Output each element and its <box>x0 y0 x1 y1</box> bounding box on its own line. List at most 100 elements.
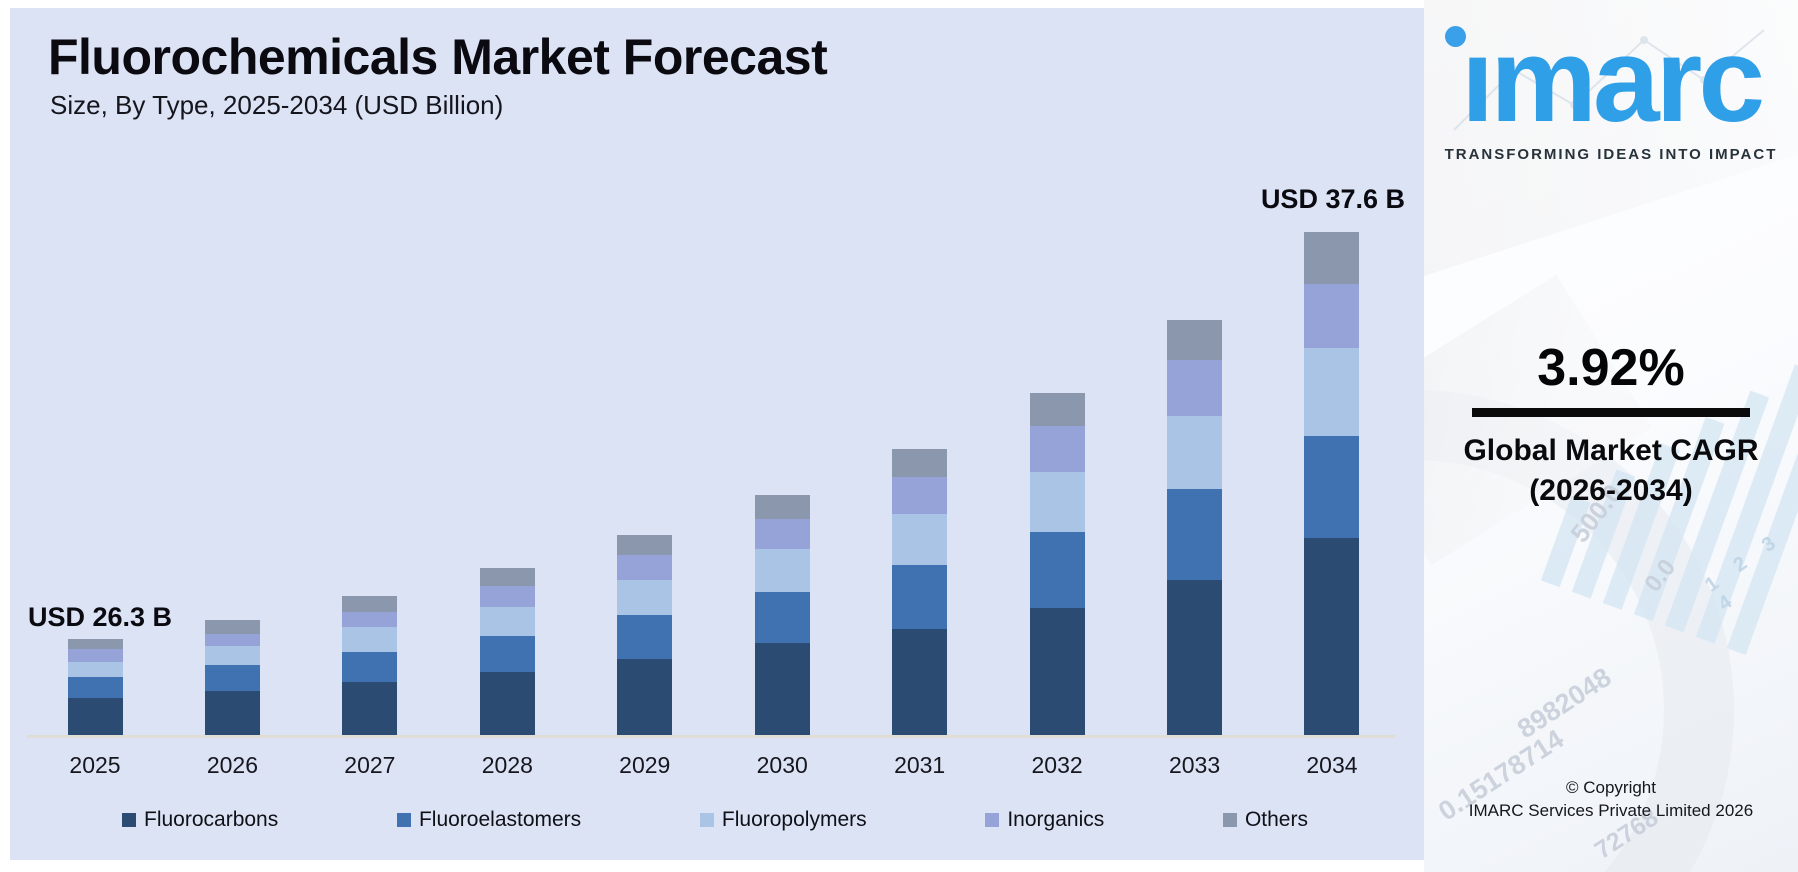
segment-fluoroelastomers-2028 <box>479 636 535 672</box>
segment-fluoroelastomers-2031 <box>892 565 948 629</box>
segment-fluoroelastomers-2030 <box>754 592 810 643</box>
segment-fluorocarbons-2025 <box>67 698 123 735</box>
legend-label: Fluoropolymers <box>721 808 867 831</box>
bars-container <box>10 8 1424 735</box>
segment-others-2029 <box>617 535 673 555</box>
x-label-2034: 2034 <box>1306 752 1358 778</box>
segment-fluoroelastomers-2034 <box>1304 436 1360 538</box>
segment-fluorocarbons-2027 <box>342 682 398 735</box>
segment-others-2027 <box>342 596 398 612</box>
segment-fluoropolymers-2034 <box>1304 348 1360 436</box>
x-label-2033: 2033 <box>1168 752 1221 778</box>
segment-others-2030 <box>754 495 810 519</box>
imarc-logo-dot-icon <box>1445 26 1466 47</box>
stacked-bar-2025 <box>67 639 123 735</box>
stacked-bar-2027 <box>342 596 398 735</box>
segment-fluoroelastomers-2027 <box>342 652 398 682</box>
segment-fluorocarbons-2034 <box>1304 538 1360 735</box>
segment-others-2034 <box>1304 232 1360 284</box>
segment-fluoropolymers-2027 <box>342 627 398 652</box>
annotation-2034-value: USD 37.6 B <box>1260 184 1405 214</box>
legend-item-others: Others <box>1222 808 1308 832</box>
segment-fluoropolymers-2028 <box>479 607 535 636</box>
stacked-bar-plot: USD 26.3 B USD 37.6 B 2025 2026 2027 2028 20… <box>10 8 1424 778</box>
segment-fluorocarbons-2029 <box>617 659 673 735</box>
segment-fluoropolymers-2033 <box>1167 416 1223 489</box>
imarc-tagline: TRANSFORMING IDEAS INTO IMPACT <box>1444 146 1778 163</box>
brand-sidebar: 500.0 0.0 1 2 3 4 8982048 0.15178714 727… <box>1424 0 1798 872</box>
segment-inorganics-2028 <box>479 586 535 607</box>
segment-fluorocarbons-2031 <box>892 629 948 735</box>
legend-label: Fluorocarbons <box>144 808 279 831</box>
segment-fluoropolymers-2032 <box>1029 472 1085 532</box>
x-label-2030: 2030 <box>756 752 808 778</box>
segment-inorganics-2034 <box>1304 284 1360 348</box>
copyright-line1: © Copyright <box>1565 778 1656 797</box>
stacked-bar-2032 <box>1029 393 1085 735</box>
segment-others-2028 <box>479 568 535 586</box>
legend-swatch-icon <box>396 813 411 827</box>
segment-fluoroelastomers-2025 <box>67 677 123 698</box>
cagr-label-line2: (2026-2034) <box>1529 474 1693 507</box>
x-axis-line <box>27 735 1395 738</box>
chart-panel: Fluorochemicals Market Forecast Size, By… <box>10 8 1424 860</box>
stacked-bar-2028 <box>479 568 535 735</box>
x-label-2027: 2027 <box>344 752 396 778</box>
segment-fluorocarbons-2033 <box>1167 580 1223 735</box>
segment-inorganics-2032 <box>1029 426 1085 472</box>
legend-label: Others <box>1244 808 1308 831</box>
stacked-bar-2029 <box>617 535 673 735</box>
stacked-bar-2031 <box>892 449 948 735</box>
network-graphic <box>1453 29 1765 131</box>
imarc-logo: ımarc <box>1460 13 1765 147</box>
segment-fluoroelastomers-2033 <box>1167 489 1223 580</box>
legend-item-fluoropolymers: Fluoropolymers <box>699 808 867 832</box>
segment-fluorocarbons-2026 <box>204 691 260 735</box>
x-label-2028: 2028 <box>481 752 533 778</box>
segment-inorganics-2026 <box>204 634 260 646</box>
segment-fluorocarbons-2028 <box>479 672 535 735</box>
segment-fluoropolymers-2026 <box>204 646 260 665</box>
segment-inorganics-2025 <box>67 649 123 662</box>
legend-swatch-icon <box>699 813 714 827</box>
cagr-label-line1: Global Market CAGR <box>1463 434 1759 467</box>
segment-inorganics-2031 <box>892 477 948 514</box>
segment-fluoropolymers-2025 <box>67 662 123 677</box>
segment-inorganics-2029 <box>617 555 673 580</box>
x-label-2029: 2029 <box>619 752 671 778</box>
copyright-line2: IMARC Services Private Limited 2026 <box>1468 801 1754 820</box>
cagr-underline <box>1472 408 1750 417</box>
segment-others-2026 <box>204 620 260 634</box>
segment-fluoropolymers-2030 <box>754 549 810 592</box>
segment-others-2033 <box>1167 320 1223 360</box>
segment-fluorocarbons-2032 <box>1029 608 1085 735</box>
legend-swatch-icon <box>985 813 1000 827</box>
legend-swatch-icon <box>1222 813 1237 827</box>
segment-fluoroelastomers-2032 <box>1029 532 1085 608</box>
segment-others-2031 <box>892 449 948 477</box>
segment-fluoroelastomers-2029 <box>617 615 673 659</box>
segment-fluoropolymers-2031 <box>892 514 948 565</box>
segment-fluorocarbons-2030 <box>754 643 810 735</box>
segment-fluoropolymers-2029 <box>617 580 673 615</box>
x-label-2032: 2032 <box>1031 752 1083 778</box>
legend-item-fluorocarbons: Fluorocarbons <box>122 808 278 832</box>
legend-item-inorganics: Inorganics <box>985 808 1104 832</box>
stacked-bar-2034 <box>1304 232 1360 735</box>
segment-others-2025 <box>67 639 123 649</box>
cagr-value: 3.92% <box>1537 339 1685 397</box>
legend-swatch-icon <box>122 813 136 827</box>
legend-label: Inorganics <box>1007 808 1105 831</box>
annotation-2025-value: USD 26.3 B <box>28 602 173 632</box>
segment-inorganics-2027 <box>342 612 398 627</box>
x-label-2031: 2031 <box>894 752 946 778</box>
segment-inorganics-2033 <box>1167 360 1223 416</box>
stacked-bar-2030 <box>754 495 810 735</box>
x-axis-labels: 2025 2026 2027 2028 2029 2030 2031 2032 2033 2034 <box>10 752 1424 782</box>
x-label-2025: 2025 <box>69 752 121 778</box>
legend-label: Fluoroelastomers <box>418 808 582 831</box>
segment-fluoroelastomers-2026 <box>204 665 260 691</box>
segment-others-2032 <box>1029 393 1085 426</box>
x-label-2026: 2026 <box>206 752 259 778</box>
